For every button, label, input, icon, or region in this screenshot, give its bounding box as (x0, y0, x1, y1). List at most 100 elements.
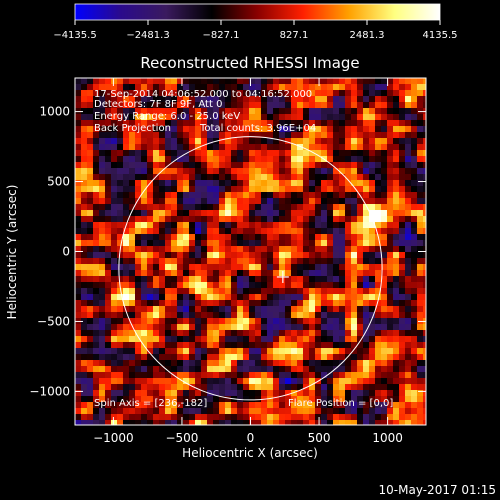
heatmap-cell (399, 138, 406, 145)
heatmap-cell (315, 216, 322, 223)
heatmap-cell (297, 192, 304, 199)
heatmap-cell (381, 360, 388, 367)
heatmap-cell (207, 150, 214, 157)
heatmap-cell (99, 252, 106, 259)
heatmap-cell (381, 228, 388, 235)
heatmap-cell (141, 102, 148, 109)
heatmap-cell (321, 150, 328, 157)
heatmap-cell (225, 144, 232, 151)
heatmap-cell (123, 162, 130, 169)
heatmap-cell (171, 342, 178, 349)
heatmap-cell (81, 420, 88, 425)
heatmap-cell (405, 180, 412, 187)
heatmap-cell (177, 402, 184, 409)
heatmap-cell (273, 138, 280, 145)
heatmap-cell (129, 120, 136, 127)
heatmap-cell (243, 234, 250, 241)
heatmap-cell (363, 132, 370, 139)
heatmap-cell (369, 306, 376, 313)
heatmap-cell (351, 102, 358, 109)
heatmap-cell (177, 414, 184, 421)
heatmap-cell (195, 228, 202, 235)
heatmap-cell (207, 144, 214, 151)
heatmap-cell (375, 288, 382, 295)
heatmap-cell (345, 276, 352, 283)
heatmap-cell (75, 324, 82, 331)
heatmap-cell (201, 240, 208, 247)
heatmap-cell (93, 378, 100, 385)
heatmap-cell (351, 318, 358, 325)
heatmap-cell (225, 414, 232, 421)
heatmap-cell (99, 126, 106, 133)
heatmap-cell (345, 78, 352, 85)
heatmap-cell (195, 114, 202, 121)
heatmap-cell (99, 138, 106, 145)
heatmap-cell (237, 132, 244, 139)
heatmap-cell (369, 348, 376, 355)
heatmap-cell (387, 144, 394, 151)
heatmap-cell (165, 174, 172, 181)
heatmap-cell (297, 174, 304, 181)
heatmap-cell (357, 282, 364, 289)
heatmap-cell (351, 282, 358, 289)
heatmap-cell (321, 336, 328, 343)
heatmap-cell (129, 228, 136, 235)
heatmap-cell (309, 198, 316, 205)
heatmap-cell (333, 258, 340, 265)
heatmap-cell (87, 150, 94, 157)
heatmap-cell (333, 324, 340, 331)
heatmap-cell (387, 90, 394, 97)
heatmap-cell (201, 300, 208, 307)
heatmap-cell (387, 78, 394, 85)
heatmap-cell (345, 258, 352, 265)
heatmap-cell (201, 288, 208, 295)
heatmap-cell (315, 306, 322, 313)
heatmap-cell (177, 168, 184, 175)
heatmap-cell (153, 312, 160, 319)
heatmap-cell (81, 258, 88, 265)
heatmap-cell (207, 354, 214, 361)
heatmap-cell (249, 288, 256, 295)
heatmap-cell (159, 102, 166, 109)
heatmap-cell (339, 228, 346, 235)
heatmap-cell (339, 192, 346, 199)
heatmap-cell (159, 228, 166, 235)
heatmap-cell (357, 264, 364, 271)
heatmap-cell (213, 420, 220, 425)
heatmap-cell (87, 312, 94, 319)
heatmap-cell (99, 228, 106, 235)
heatmap-cell (195, 168, 202, 175)
heatmap-cell (381, 384, 388, 391)
heatmap-cell (81, 186, 88, 193)
heatmap-cell (195, 180, 202, 187)
heatmap-cell (411, 414, 418, 421)
heatmap-cell (369, 198, 376, 205)
heatmap-cell (345, 330, 352, 337)
heatmap-cell (357, 258, 364, 265)
heatmap-cell (393, 252, 400, 259)
heatmap-cell (93, 78, 100, 85)
heatmap-cell (273, 270, 280, 277)
heatmap-cell (291, 120, 298, 127)
heatmap-cell (183, 282, 190, 289)
heatmap-cell (237, 264, 244, 271)
heatmap-cell (153, 372, 160, 379)
heatmap-cell (99, 420, 106, 425)
heatmap-cell (243, 378, 250, 385)
heatmap-cell (411, 198, 418, 205)
heatmap-cell (357, 396, 364, 403)
heatmap-cell (171, 174, 178, 181)
heatmap-cell (81, 414, 88, 421)
heatmap-cell (75, 366, 82, 373)
heatmap-cell (141, 360, 148, 367)
heatmap-cell (351, 312, 358, 319)
heatmap-cell (99, 378, 106, 385)
heatmap-cell (123, 402, 130, 409)
heatmap-cell (333, 264, 340, 271)
heatmap-cell (417, 324, 424, 331)
heatmap-cell (201, 192, 208, 199)
heatmap-cell (225, 150, 232, 157)
heatmap-cell (201, 138, 208, 145)
heatmap-cell (87, 228, 94, 235)
heatmap-cell (183, 420, 190, 425)
